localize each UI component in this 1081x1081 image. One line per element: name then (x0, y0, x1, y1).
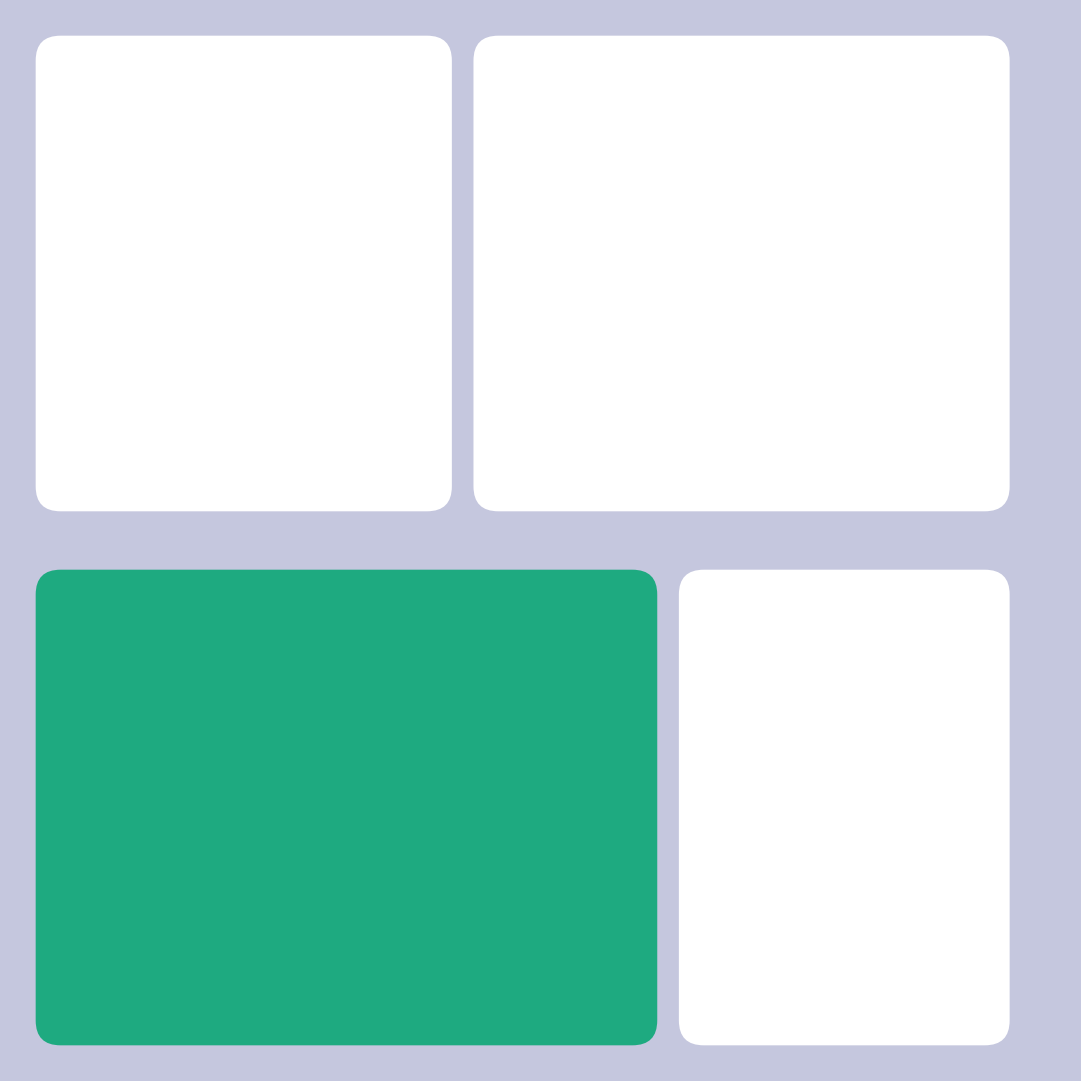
FancyBboxPatch shape (52, 31, 193, 150)
FancyBboxPatch shape (693, 803, 996, 993)
Text: ⊹: ⊹ (112, 78, 134, 103)
Text: You: You (119, 258, 145, 273)
Text: Competitor: Competitor (302, 258, 388, 273)
Circle shape (0, 740, 215, 788)
Bar (175, 936, 211, 1018)
Text: Fall: Fall (920, 191, 944, 204)
Bar (268, 911, 303, 1018)
Bar (303, 947, 338, 1018)
Bar (396, 940, 430, 1018)
Text: Summer: Summer (778, 191, 833, 204)
Bar (491, 176, 616, 419)
Text: Spring: Spring (658, 191, 702, 204)
Text: Neutral: Neutral (822, 987, 871, 1000)
Bar (616, 176, 743, 419)
Bar (211, 962, 245, 1018)
Bar (118, 936, 154, 1018)
FancyBboxPatch shape (700, 830, 795, 975)
FancyBboxPatch shape (28, 580, 170, 683)
Circle shape (132, 740, 378, 788)
FancyBboxPatch shape (898, 830, 980, 975)
Bar (580, 944, 615, 1018)
Bar (743, 176, 869, 419)
Wedge shape (89, 290, 225, 441)
Wedge shape (75, 290, 150, 410)
Text: Passenger: Passenger (711, 712, 841, 732)
FancyBboxPatch shape (36, 722, 459, 806)
Bar (453, 913, 488, 1018)
Text: Rate Comparison: Rate Comparison (166, 619, 381, 640)
Text: F: F (88, 758, 96, 771)
Bar (545, 917, 580, 1018)
Bar (488, 869, 523, 1018)
Text: Competitor: Competitor (69, 152, 210, 172)
Bar (869, 176, 995, 419)
FancyBboxPatch shape (464, 46, 592, 144)
Text: Winter: Winter (531, 191, 576, 204)
Bar (83, 896, 118, 1018)
FancyBboxPatch shape (784, 830, 909, 975)
Text: 55%: 55% (924, 987, 955, 1000)
FancyBboxPatch shape (696, 572, 829, 703)
Text: Satisfaction: Satisfaction (711, 762, 862, 783)
Text: S: S (251, 758, 261, 771)
Text: Performance: Performance (69, 195, 230, 215)
Text: 🚶: 🚶 (756, 627, 769, 648)
Text: 🛏: 🛏 (522, 83, 534, 103)
Bar (360, 936, 396, 1018)
Text: Rate of Occupancy: Rate of Occupancy (587, 81, 836, 105)
Text: 65%: 65% (326, 371, 421, 409)
Text: 🛏: 🛏 (89, 620, 98, 639)
